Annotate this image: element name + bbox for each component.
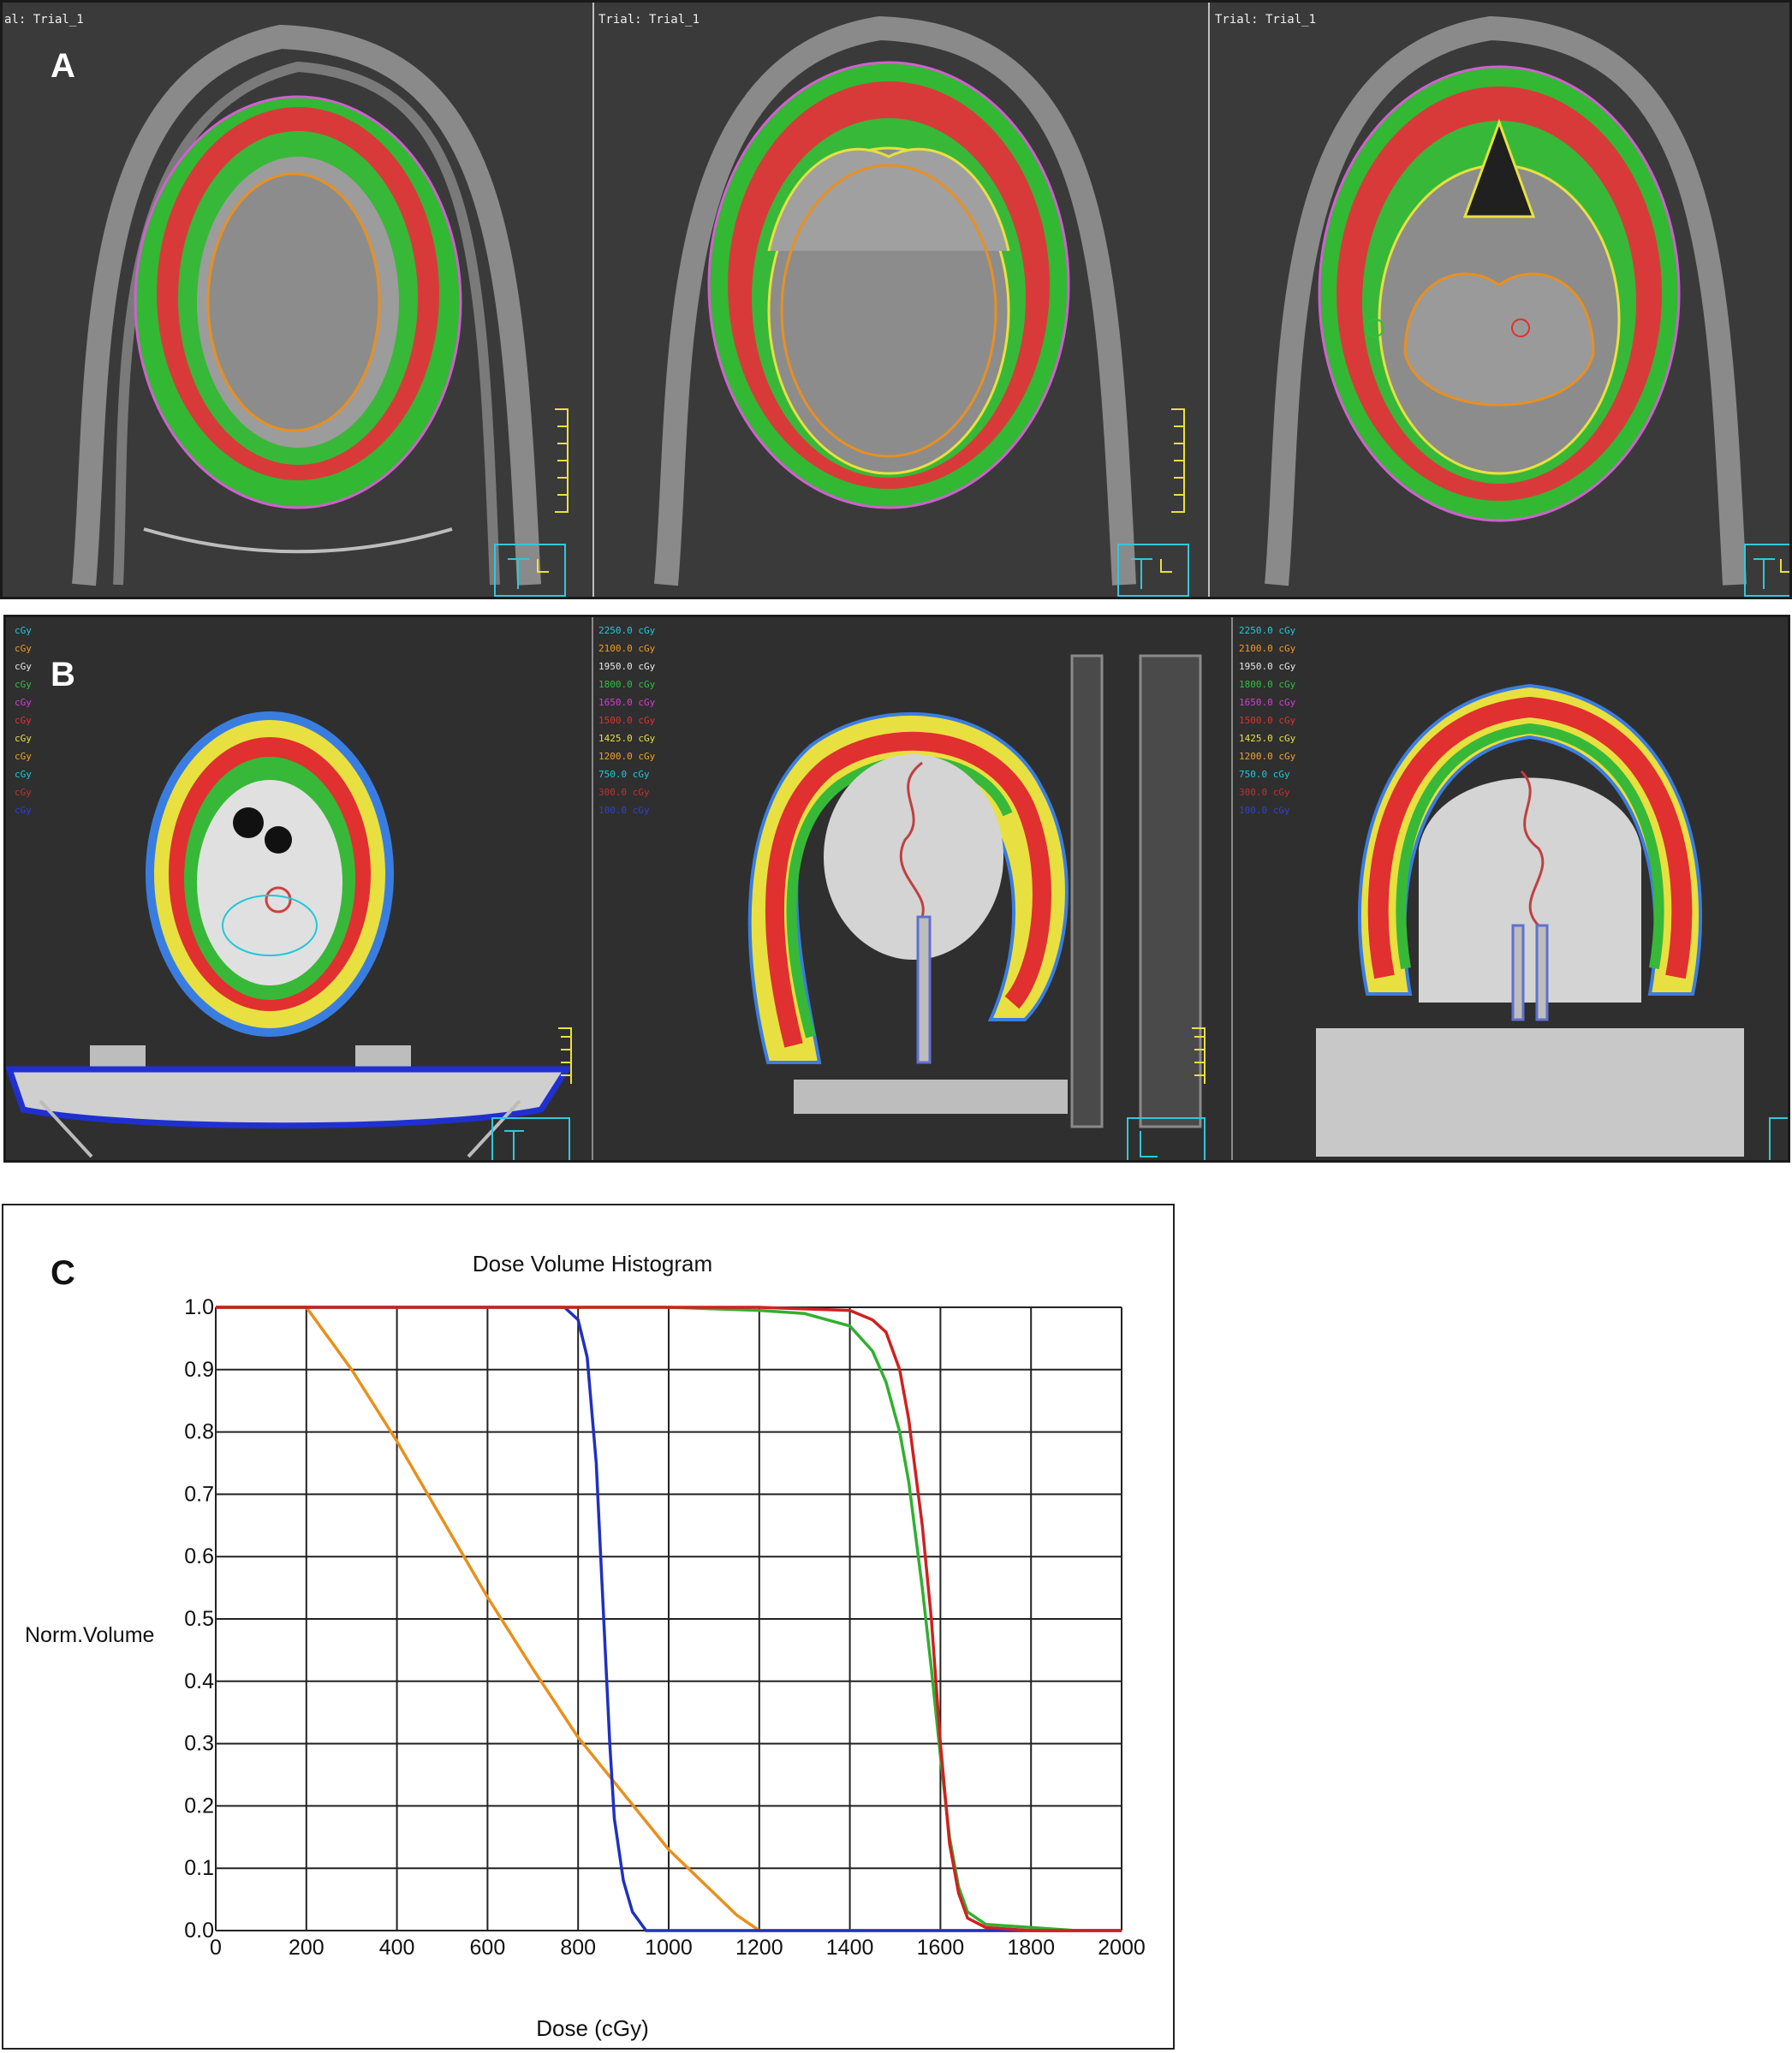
legend-entry: 2100.0 cGy <box>598 643 656 654</box>
legend-entry: 1800.0 cGy <box>598 679 656 690</box>
legend-entry: 1500.0 cGy <box>598 715 656 726</box>
dvh-series-line <box>216 1306 1122 1932</box>
y-axis-label: Norm.Volume <box>25 1623 154 1647</box>
y-tick-label: 1.0 <box>184 1295 214 1319</box>
y-tick-label: 0.5 <box>184 1607 214 1631</box>
panel-a-axial-ct-views: A al: Trial_1 Trial: Trial_1 Trial: Tria… <box>0 0 1792 599</box>
x-tick-label: 1400 <box>826 1936 874 1960</box>
y-tick-label: 0.8 <box>184 1420 214 1444</box>
legend-entry: 2250.0 cGy <box>598 625 656 636</box>
legend-entry: 750.0 cGy <box>1239 769 1290 780</box>
panel-c-dvh-chart: C Dose Volume Histogram Norm.Volume Dose… <box>2 1204 1175 2050</box>
legend-entry: cGy <box>15 769 32 780</box>
dvh-series-lines <box>216 1306 1122 1932</box>
isodose-legend-2: 2250.0 cGy 2100.0 cGy 1950.0 cGy 1800.0 … <box>598 622 655 819</box>
y-tick-label: 0.2 <box>184 1794 214 1818</box>
legend-entry: 100.0 cGy <box>598 805 650 816</box>
panel-c-letter: C <box>51 1254 75 1292</box>
trial-label-1: al: Trial_1 <box>4 13 84 27</box>
legend-entry: cGy <box>15 661 32 672</box>
y-tick-labels: 0.0 0.1 0.2 0.3 0.4 0.5 0.6 0.7 0.8 0.9 1.0 <box>184 1295 214 1943</box>
isodose-legend-1: cGy cGy cGy cGy cGy cGy cGy cGy cGy cGy … <box>15 622 32 819</box>
isodose-legend-3: 2250.0 cGy 2100.0 cGy 1950.0 cGy 1800.0 … <box>1239 622 1295 819</box>
legend-entry: cGy <box>15 751 32 762</box>
trial-label-2: Trial: Trial_1 <box>598 13 700 27</box>
axial-view-1 <box>72 24 541 586</box>
axial-view-3 <box>1265 15 1747 586</box>
legend-entry: cGy <box>15 625 32 636</box>
y-tick-label: 0.7 <box>184 1482 214 1506</box>
y-tick-label: 0.0 <box>184 1919 214 1943</box>
chart-title: Dose Volume Histogram <box>473 1251 712 1276</box>
x-tick-label: 1800 <box>1007 1936 1055 1960</box>
x-tick-label: 200 <box>289 1936 324 1960</box>
dvh-series-line <box>216 1306 1122 1932</box>
x-tick-label: 0 <box>210 1936 222 1960</box>
dvh-chart-svg: C Dose Volume Histogram Norm.Volume Dose… <box>25 1251 1146 2041</box>
x-tick-label: 1000 <box>645 1936 693 1960</box>
y-tick-label: 0.1 <box>184 1856 214 1880</box>
isodose-view-sagittal <box>747 711 1069 1114</box>
legend-entry: 2250.0 cGy <box>1239 625 1296 636</box>
x-tick-label: 600 <box>470 1936 506 1960</box>
axial-view-2 <box>654 15 1136 586</box>
x-tick-labels: 0 200 400 600 800 1000 1200 1400 1600 1800 2000 <box>210 1936 1146 1960</box>
panel-b-isodose-views: B cGy cGy cGy cGy cGy cGy cGy cGy cGy cG… <box>3 615 1790 1163</box>
legend-entry: 1800.0 cGy <box>1239 679 1296 690</box>
legend-entry: 1500.0 cGy <box>1239 715 1296 726</box>
y-tick-label: 0.9 <box>184 1358 214 1382</box>
legend-entry: 1200.0 cGy <box>598 751 656 762</box>
legend-entry: 100.0 cGy <box>1239 805 1290 816</box>
x-tick-label: 400 <box>379 1936 415 1960</box>
legend-entry: cGy <box>15 679 32 690</box>
legend-entry: 1200.0 cGy <box>1239 751 1296 762</box>
legend-entry: cGy <box>15 715 32 726</box>
legend-entry: 750.0 cGy <box>598 769 650 780</box>
isodose-view-coronal <box>1316 683 1744 1157</box>
x-tick-label: 1200 <box>735 1936 783 1960</box>
y-tick-label: 0.4 <box>184 1669 214 1693</box>
legend-entry: cGy <box>15 787 32 798</box>
legend-entry: 2100.0 cGy <box>1239 643 1296 654</box>
legend-entry: cGy <box>15 733 32 744</box>
trial-label-3: Trial: Trial_1 <box>1215 13 1317 27</box>
chart-grid <box>215 1306 1122 1931</box>
panel-a-image <box>3 3 1789 597</box>
x-axis-label: Dose (cGy) <box>536 2015 648 2041</box>
legend-entry: 1425.0 cGy <box>598 733 656 744</box>
x-tick-label: 800 <box>560 1936 596 1960</box>
x-tick-label: 1600 <box>917 1936 965 1960</box>
panel-b-image <box>6 617 1788 1160</box>
dvh-series-line <box>216 1306 1122 1932</box>
legend-entry: 1650.0 cGy <box>1239 697 1296 708</box>
legend-entry: 1650.0 cGy <box>598 697 656 708</box>
legend-entry: 300.0 cGy <box>1239 787 1290 798</box>
y-tick-label: 0.6 <box>184 1544 214 1568</box>
x-tick-label: 2000 <box>1098 1936 1146 1960</box>
legend-entry: cGy <box>15 643 32 654</box>
panel-a-letter: A <box>51 47 75 85</box>
legend-entry: cGy <box>15 697 32 708</box>
legend-entry: 300.0 cGy <box>598 787 650 798</box>
panel-b-letter: B <box>51 656 75 693</box>
legend-entry: 1950.0 cGy <box>1239 661 1296 672</box>
isodose-view-axial <box>90 711 411 1069</box>
legend-entry: 1950.0 cGy <box>598 661 656 672</box>
y-tick-label: 0.3 <box>184 1732 214 1756</box>
legend-entry: cGy <box>15 805 32 816</box>
dvh-series-line <box>216 1306 1122 1932</box>
legend-entry: 1425.0 cGy <box>1239 733 1296 744</box>
